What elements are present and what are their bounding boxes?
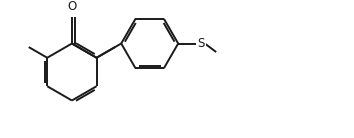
Text: O: O: [67, 0, 76, 13]
Text: S: S: [198, 37, 205, 50]
